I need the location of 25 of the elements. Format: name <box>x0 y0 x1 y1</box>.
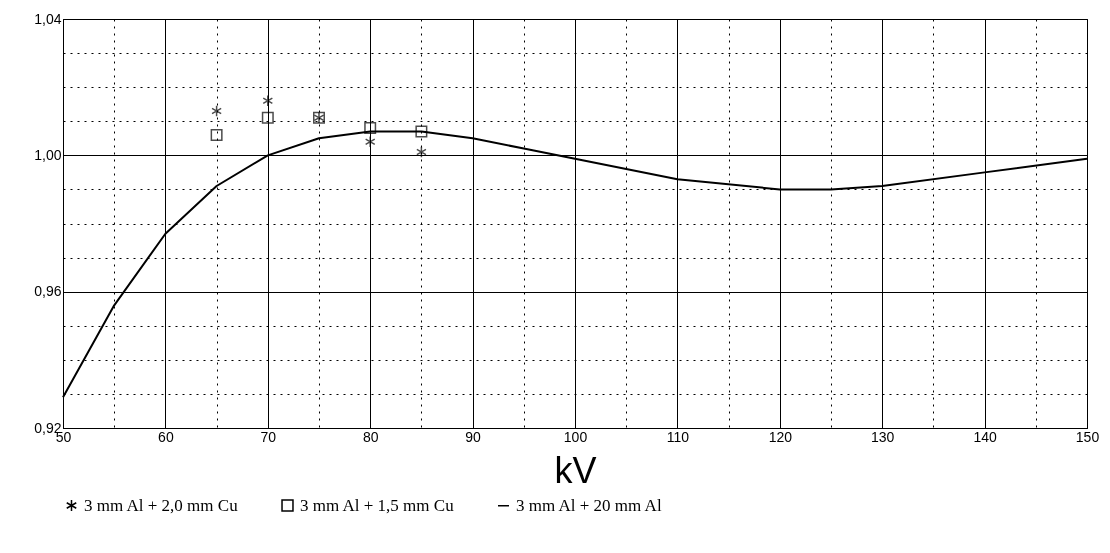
y-tick-label: 0,96 <box>34 283 62 300</box>
point <box>211 105 222 118</box>
x-tick-label: 100 <box>563 428 588 445</box>
legend-label: 3 mm Al + 2,0 mm Cu <box>84 495 239 515</box>
point <box>416 145 427 158</box>
y-tick-label: 1,00 <box>34 146 62 163</box>
x-tick-label: 90 <box>465 428 482 445</box>
x-tick-label: 120 <box>768 428 793 445</box>
point <box>262 94 274 107</box>
point <box>261 111 274 124</box>
legend-label: 3 mm Al + 1,5 mm Cu <box>300 495 455 515</box>
x-tick-label: 70 <box>260 428 277 445</box>
legend-label: 3 mm Al + 20 mm Al <box>516 495 662 515</box>
x-axis-title: kV <box>554 449 597 491</box>
point <box>364 122 377 135</box>
point <box>364 135 376 148</box>
x-tick-label: 60 <box>158 428 174 445</box>
x-tick-label: 110 <box>666 428 690 445</box>
y-tick-label: 1,04 <box>34 10 62 27</box>
x-tick-label: 130 <box>871 428 895 445</box>
x-tick-label: 80 <box>362 428 379 445</box>
x-tick-label: 150 <box>1075 428 1100 445</box>
x-tick-label: 140 <box>973 428 997 445</box>
point <box>415 125 428 138</box>
point <box>210 128 223 141</box>
